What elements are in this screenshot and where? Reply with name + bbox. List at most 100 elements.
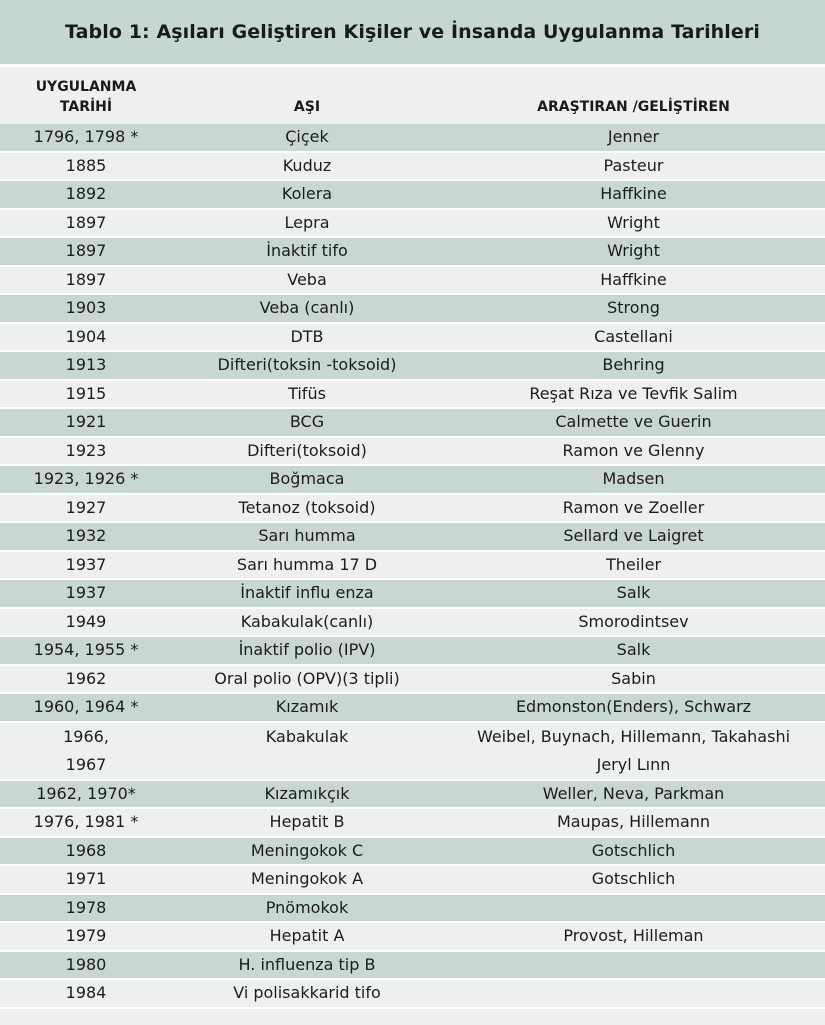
table-row: 1923 Difteri(toksoid) Ramon ve Glenny [0,437,825,466]
cell-date: 1968 [65,840,107,860]
cell-developer: Ramon ve Zoeller [562,497,705,517]
cell-developer: Jenner [607,127,660,146]
header-developer: ARAŞTIRAN /GELİŞTİREN [537,99,730,115]
cell-developer: Castellani [594,326,673,346]
cell-vaccine: Sarı humma [258,526,356,545]
cell-developer: Haffkine [600,269,667,289]
cell-date-continued: 1967 [65,754,107,774]
table-row: 1796, 1798 * Çiçek Jenner [0,124,825,153]
cell-developer: Strong [607,298,660,317]
cell-developer: Theiler [605,554,662,574]
cell-developer: Ramon ve Glenny [562,440,705,460]
table-row: 1976, 1981 * Hepatit B Maupas, Hillemann [0,809,825,838]
table-row: 1971 Meningokok A Gotschlich [0,866,825,895]
cell-developer: Gotschlich [591,840,676,860]
table-row: 1892 Kolera Haffkine [0,181,825,210]
cell-vaccine: DTB [290,326,324,346]
table-row: 1937 Sarı humma 17 D Theiler [0,551,825,580]
cell-date: 1954, 1955 * [33,640,139,659]
table-row: 1954, 1955 * İnaktif polio (IPV) Salk [0,637,825,666]
cell-developer: Weller, Neva, Parkman [542,783,725,803]
cell-date: 1976, 1981 * [33,812,139,831]
cell-date: 1966, [63,726,109,746]
cell-vaccine: Difteri(toksoid) [247,440,367,460]
cell-vaccine: H. influenza tip B [238,954,376,974]
cell-date: 1962, 1970* [36,783,136,803]
table-row: 1968 Meningokok C Gotschlich [0,837,825,866]
cell-developer: Wright [607,212,660,232]
cell-date: 1980 [65,954,107,974]
cell-date: 1923, 1926 * [33,469,139,488]
cell-vaccine: Kabakulak [265,726,349,746]
header-date-line1: UYGULANMA [35,79,137,95]
cell-vaccine: Vi polisakkarid tifo [233,983,381,1002]
table-header-row: UYGULANMA TARİHİ AŞI ARAŞTIRAN /GELİŞTİR… [0,67,825,127]
cell-vaccine: Veba (canlı) [259,298,355,317]
cell-date: 1979 [65,926,107,945]
table-row: 1979 Hepatit A Provost, Hilleman [0,923,825,952]
cell-developer: Calmette ve Guerin [555,412,712,431]
cell-developer: Sellard ve Laigret [563,526,704,545]
cell-date: 1904 [65,326,107,346]
cell-date: 1897 [65,241,107,260]
table-row: 1885 Kuduz Pasteur [0,152,825,181]
cell-developer: Madsen [602,469,665,488]
cell-developer: Reşat Rıza ve Tevfik Salim [529,383,738,403]
cell-vaccine: Hepatit A [269,926,345,945]
cell-date: 1897 [65,212,107,232]
cell-vaccine: Hepatit B [269,812,345,831]
cell-vaccine: Meningokok A [250,869,364,888]
header-date-line2: TARİHİ [59,99,113,115]
cell-vaccine: BCG [289,412,325,431]
table-row: 1921 BCG Calmette ve Guerin [0,409,825,438]
cell-vaccine: Oral polio (OPV)(3 tipli) [214,668,400,688]
cell-developer: Provost, Hilleman [563,926,704,945]
cell-date: 1932 [65,526,107,545]
header-vaccine: AŞI [293,99,321,115]
table-row: 1962 Oral polio (OPV)(3 tipli) Sabin [0,665,825,694]
table-title-bar: Tablo 1: Aşıları Geliştiren Kişiler ve İ… [0,0,825,67]
cell-vaccine: Veba [287,269,327,289]
header-date: UYGULANMA TARİHİ [0,77,172,117]
cell-date: 1962 [65,668,107,688]
cell-vaccine: Sarı humma 17 D [236,554,378,574]
cell-date: 1903 [65,298,107,317]
cell-date: 1937 [65,554,107,574]
cell-date: 1915 [65,383,107,403]
cell-vaccine: Lepra [284,212,330,232]
cell-vaccine: Pnömokok [265,897,349,917]
cell-vaccine: İnaktif tifo [266,241,348,260]
cell-vaccine: Tifüs [288,383,326,403]
cell-vaccine: Kızamık [275,697,339,716]
table-row: 1903 Veba (canlı) Strong [0,295,825,324]
table-row: 1923, 1926 * Boğmaca Madsen [0,466,825,495]
table-row: 1915 Tifüs Reşat Rıza ve Tevfik Salim [0,380,825,409]
table-row: 1962, 1970* Kızamıkçık Weller, Neva, Parkm… [0,780,825,809]
cell-developer [442,895,825,922]
cell-date: 1960, 1964 * [33,697,139,716]
cell-vaccine: Çiçek [285,127,329,146]
cell-vaccine: Kızamıkçık [264,783,350,803]
cell-date: 1971 [65,869,107,888]
cell-developer: Sabin [611,668,656,688]
table-row: 1937 İnaktif influ enza Salk [0,580,825,609]
cell-vaccine: Kuduz [282,155,332,175]
cell-date: 1921 [65,412,107,431]
cell-vaccine: Boğmaca [269,469,345,488]
cell-developer: Pasteur [603,155,664,175]
cell-developer: Weibel, Buynach, Hillemann, Takahashi [476,726,791,746]
cell-developer: Wright [607,241,660,260]
cell-developer: Behring [602,355,665,374]
cell-date: 1885 [65,155,107,175]
cell-vaccine: Tetanoz (toksoid) [238,497,376,517]
cell-developer [442,980,825,1007]
cell-date: 1937 [65,583,107,602]
table-row: 1904 DTB Castellani [0,323,825,352]
cell-date: 1796, 1798 * [33,127,139,146]
cell-vaccine: İnaktif polio (IPV) [238,640,376,659]
cell-developer: Edmonston(Enders), Schwarz [515,697,752,716]
table-row: 1984 Vi polisakkarid tifo [0,980,825,1009]
cell-date: 1913 [65,355,107,374]
table-row: 1978 Pnömokok [0,894,825,923]
